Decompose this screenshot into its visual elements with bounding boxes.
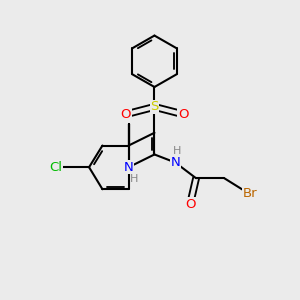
Text: H: H <box>172 146 181 156</box>
Text: Br: Br <box>242 188 257 200</box>
Text: H: H <box>130 173 138 184</box>
Text: O: O <box>178 108 188 121</box>
Text: O: O <box>185 198 195 211</box>
Text: O: O <box>120 108 131 121</box>
Text: Cl: Cl <box>49 161 62 174</box>
Text: N: N <box>124 161 134 174</box>
Text: N: N <box>170 156 180 169</box>
Text: S: S <box>150 100 159 113</box>
